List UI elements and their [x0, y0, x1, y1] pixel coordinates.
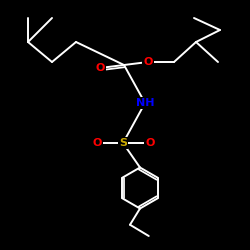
Text: O: O — [92, 138, 102, 148]
Text: S: S — [119, 138, 127, 148]
Text: O: O — [145, 138, 155, 148]
Text: O: O — [143, 57, 153, 67]
Text: NH: NH — [136, 98, 154, 108]
Text: O: O — [95, 63, 105, 73]
